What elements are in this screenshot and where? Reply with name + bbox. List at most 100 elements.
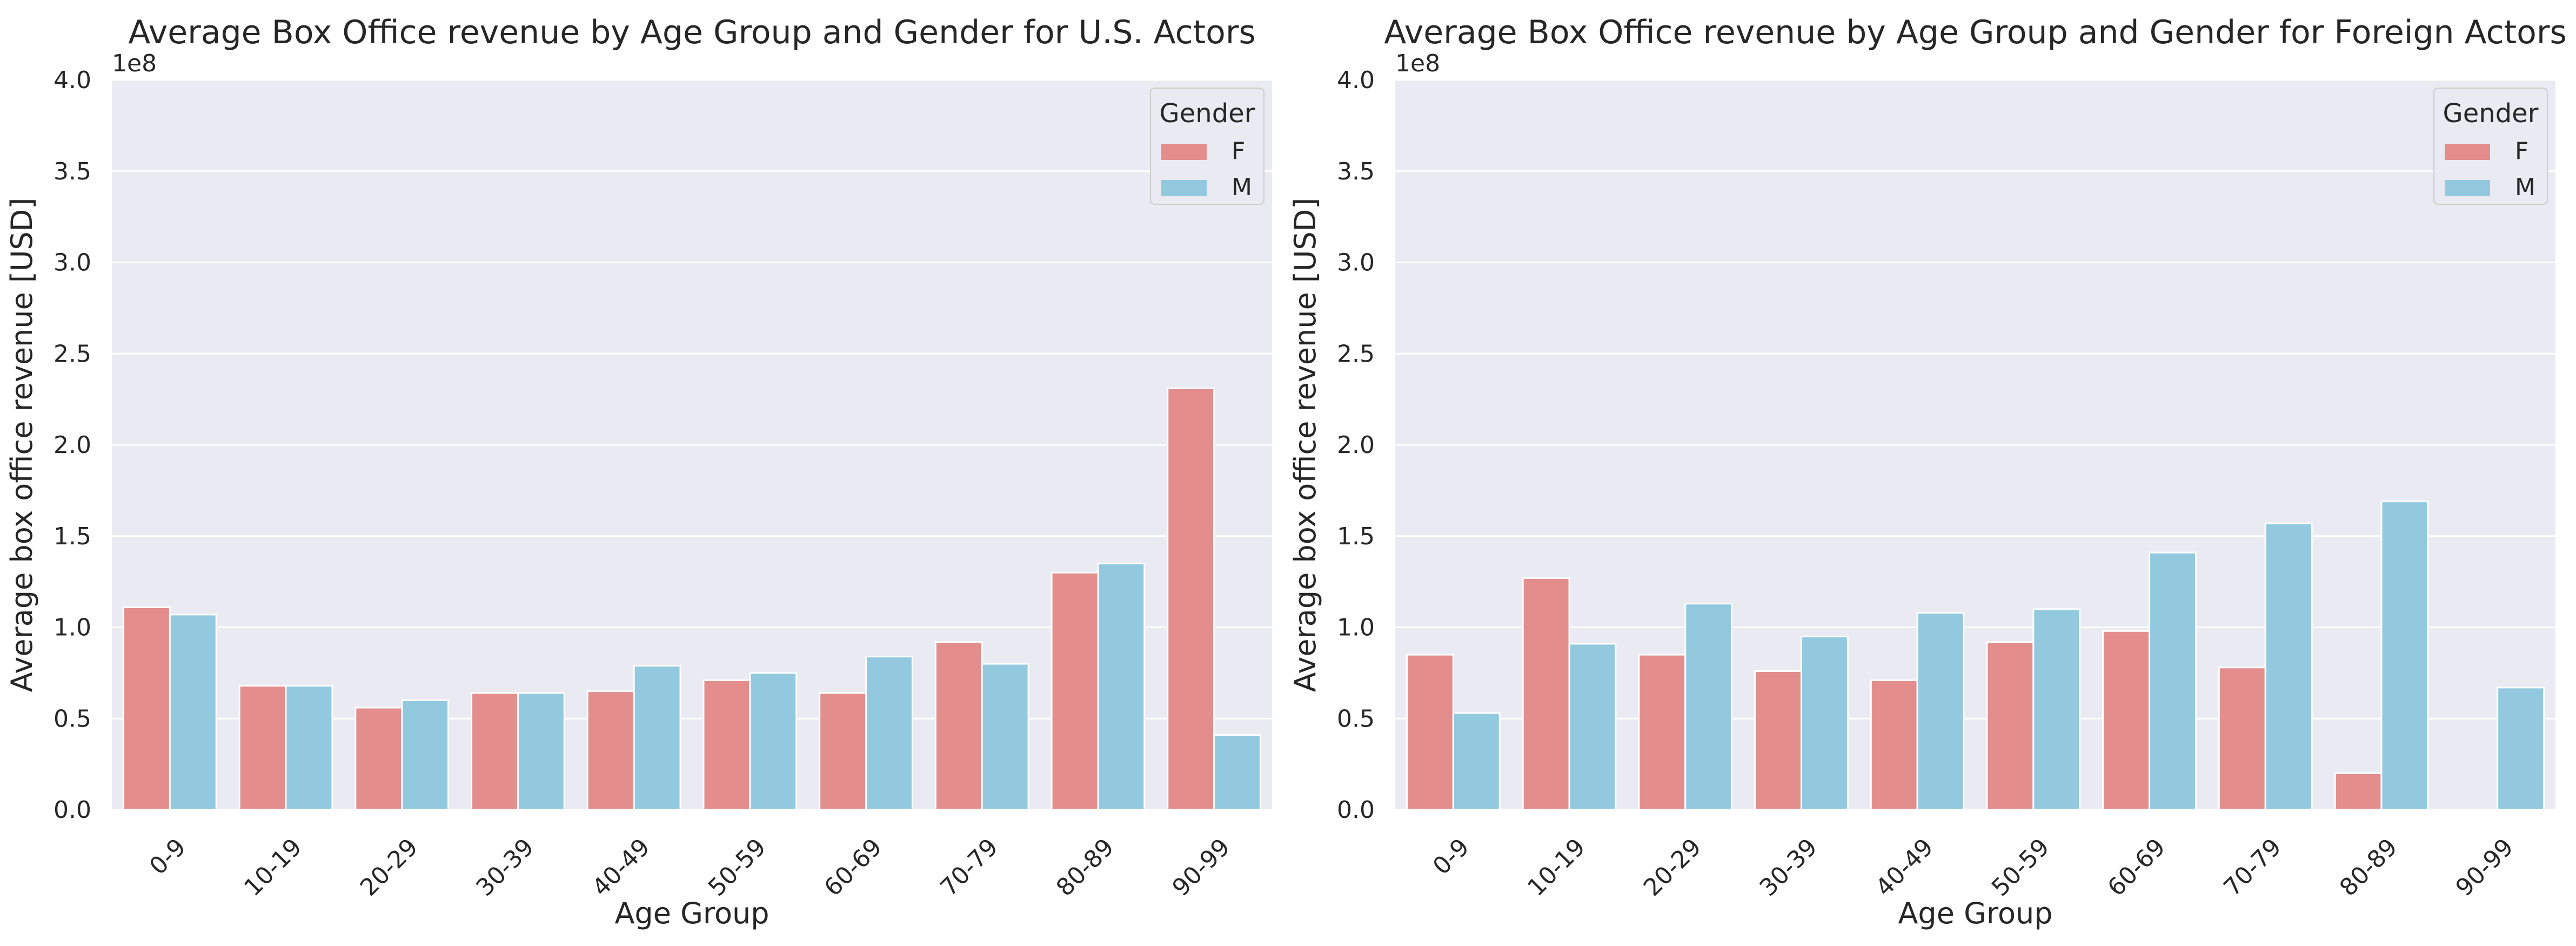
bar-f-10-19: [238, 685, 287, 811]
y-axis-label: Average box office revenue [USD]: [1288, 198, 1322, 692]
bar-f-60-69: [819, 692, 867, 811]
x-tick-label: 90-99: [2451, 833, 2519, 901]
y-tick-label: 2.0: [53, 431, 91, 459]
legend-box: [1150, 88, 1264, 205]
bar-m-60-69: [2149, 551, 2197, 811]
bar-m-90-99: [1213, 734, 1262, 811]
legend-swatch-f: [1161, 144, 1207, 160]
x-tick-label: 40-49: [1870, 833, 1938, 901]
y-tick-label: 3.0: [1337, 249, 1375, 277]
y-tick-label: 3.5: [53, 158, 91, 185]
bar-f-20-29: [1638, 654, 1687, 811]
bar-m-90-99: [2497, 687, 2545, 811]
y-tick-label: 2.5: [1337, 340, 1375, 368]
y-tick-label: 0.5: [1337, 705, 1375, 732]
x-axis-label: Age Group: [1898, 896, 2052, 930]
bar-f-40-49: [1870, 679, 1918, 811]
x-tick-label: 10-19: [239, 833, 307, 901]
bar-f-40-49: [586, 690, 635, 811]
legend-label-m: M: [1232, 174, 1252, 201]
bar-m-30-39: [517, 692, 565, 811]
y-axis-offset-label: 1e8: [112, 50, 157, 77]
x-tick-label: 70-79: [935, 833, 1003, 901]
bar-m-20-29: [401, 699, 450, 811]
bars: [1406, 501, 2545, 811]
x-tick-label: 80-89: [1051, 833, 1119, 901]
legend: Gender F M: [1150, 88, 1264, 205]
legend-swatch-m: [1161, 180, 1207, 196]
bar-m-50-59: [749, 672, 798, 811]
bar-m-80-89: [2380, 501, 2429, 811]
legend-swatch-m: [2445, 180, 2490, 196]
x-tick-label: 70-79: [2218, 833, 2286, 901]
x-tick-label: 50-59: [1986, 833, 2055, 901]
bar-m-0-9: [169, 614, 217, 811]
bar-f-30-39: [471, 692, 519, 811]
bar-m-80-89: [1097, 562, 1146, 811]
bar-f-0-9: [1406, 654, 1454, 811]
bar-m-40-49: [1916, 612, 1965, 811]
x-tick-label: 20-29: [355, 833, 423, 901]
bar-f-50-59: [1986, 641, 2035, 811]
y-tick-label: 3.0: [53, 249, 91, 277]
bar-m-50-59: [2032, 608, 2081, 811]
bar-m-30-39: [1800, 635, 1849, 811]
bar-m-10-19: [285, 685, 333, 811]
x-tick-label: 80-89: [2334, 833, 2403, 901]
legend-label-m: M: [2515, 174, 2535, 201]
bar-f-20-29: [354, 707, 403, 811]
chart-foreign-actors: 0.0 0.5 1.0 1.5 2.0 2.5 3.0 3.5 4.0 0-9 10-19 20-2…: [1288, 14, 2567, 930]
bar-f-70-79: [2218, 667, 2266, 811]
bar-m-60-69: [865, 656, 913, 811]
bar-f-50-59: [702, 679, 751, 811]
y-tick-label: 0.5: [53, 705, 91, 732]
y-tick-label: 1.5: [1337, 523, 1375, 550]
y-axis-label: Average box office revenue [USD]: [5, 198, 39, 692]
x-tick-label: 10-19: [1522, 833, 1590, 901]
bar-f-0-9: [122, 606, 171, 811]
bar-f-30-39: [1754, 670, 1802, 811]
bar-f-10-19: [1522, 577, 1570, 811]
y-tick-labels: 0.0 0.5 1.0 1.5 2.0 2.5 3.0 3.5 4.0: [53, 66, 91, 824]
bar-f-60-69: [2102, 630, 2151, 811]
x-tick-label: 50-59: [703, 833, 771, 901]
y-tick-label: 4.0: [1337, 66, 1375, 94]
legend-label-f: F: [2515, 137, 2528, 165]
y-tick-label: 1.0: [1337, 614, 1375, 642]
y-tick-label: 0.0: [1337, 796, 1375, 824]
legend-title: Gender: [1160, 98, 1255, 129]
x-tick-label: 60-69: [819, 833, 887, 901]
y-tick-label: 1.0: [53, 614, 91, 642]
x-axis-label: Age Group: [614, 896, 769, 930]
chart-us-actors: 0.0 0.5 1.0 1.5 2.0 2.5 3.0 3.5 4.0 0-9 10-19 20-2…: [5, 14, 1272, 930]
y-tick-label: 0.0: [53, 796, 91, 824]
y-axis-offset-label: 1e8: [1395, 50, 1440, 77]
x-tick-label: 0-9: [144, 833, 191, 880]
bar-m-0-9: [1452, 712, 1501, 811]
x-tick-labels: 0-9 10-19 20-29 30-39 40-49 50-59 60-69 70-79 80…: [144, 833, 1235, 901]
y-tick-label: 4.0: [53, 66, 91, 94]
legend-swatch-f: [2445, 144, 2490, 160]
gridlines: [1395, 79, 2555, 811]
x-tick-label: 30-39: [1755, 833, 1823, 901]
y-tick-label: 2.5: [53, 340, 91, 368]
bar-f-90-99: [1167, 387, 1215, 811]
legend-box: [2433, 88, 2548, 205]
x-tick-label: 0-9: [1428, 833, 1475, 880]
y-tick-label: 1.5: [53, 523, 91, 550]
y-tick-label: 3.5: [1337, 158, 1375, 185]
x-tick-label: 30-39: [471, 833, 539, 901]
bar-m-10-19: [1568, 643, 1617, 811]
x-tick-labels: 0-9 10-19 20-29 30-39 40-49 50-59 60-69 70-79 80…: [1428, 833, 2519, 901]
x-tick-label: 40-49: [587, 833, 655, 901]
legend: Gender F M: [2433, 88, 2548, 205]
bars: [122, 387, 1262, 811]
x-tick-label: 90-99: [1167, 833, 1235, 901]
bar-f-70-79: [934, 641, 983, 811]
bar-f-80-89: [2334, 772, 2383, 811]
y-tick-labels: 0.0 0.5 1.0 1.5 2.0 2.5 3.0 3.5 4.0: [1337, 66, 1375, 824]
bar-m-70-79: [2264, 522, 2313, 811]
x-tick-label: 60-69: [2103, 833, 2171, 901]
legend-title: Gender: [2443, 98, 2539, 129]
